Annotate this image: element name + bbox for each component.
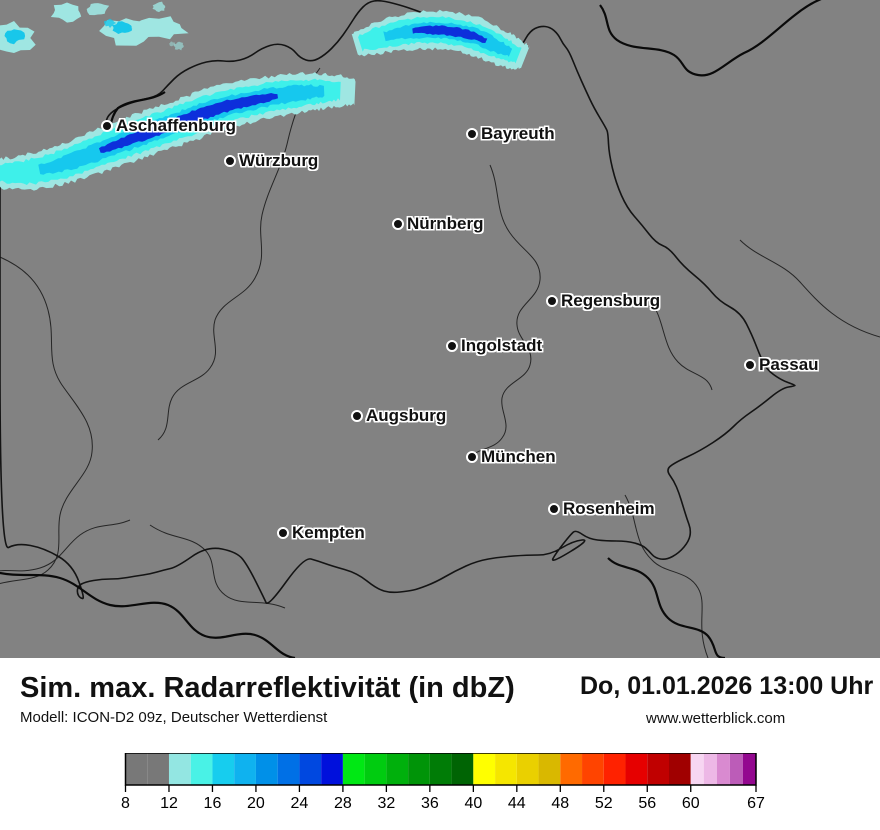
svg-text:44: 44 <box>508 795 526 812</box>
svg-text:52: 52 <box>595 795 613 812</box>
svg-text:16: 16 <box>204 795 222 812</box>
svg-text:56: 56 <box>638 795 656 812</box>
svg-text:48: 48 <box>551 795 569 812</box>
svg-text:36: 36 <box>421 795 439 812</box>
svg-text:24: 24 <box>291 795 309 812</box>
svg-text:60: 60 <box>682 795 700 812</box>
svg-text:20: 20 <box>247 795 265 812</box>
svg-text:28: 28 <box>334 795 352 812</box>
svg-text:67: 67 <box>747 795 765 812</box>
svg-text:8: 8 <box>121 795 130 812</box>
svg-text:12: 12 <box>160 795 178 812</box>
svg-text:32: 32 <box>377 795 395 812</box>
svg-text:40: 40 <box>464 795 482 812</box>
